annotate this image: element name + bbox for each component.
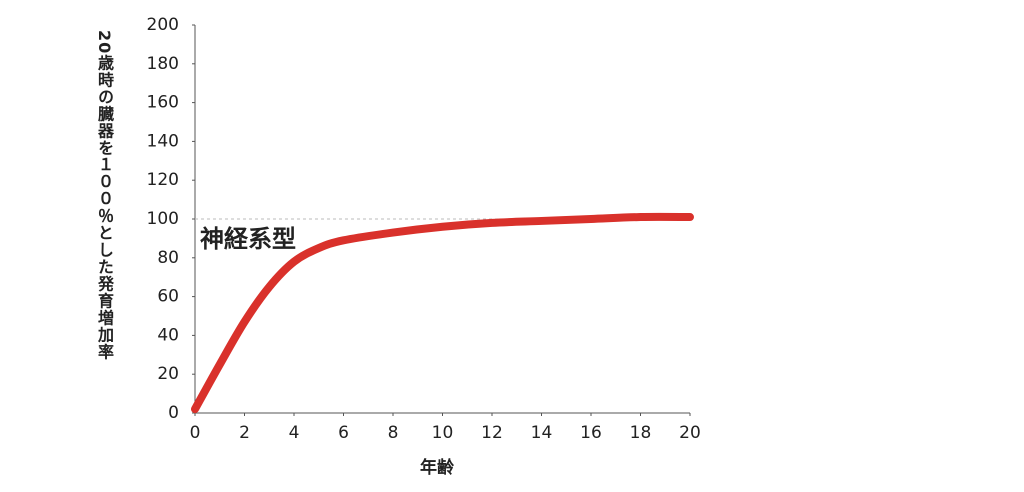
y-tick-label: 200 (147, 15, 179, 35)
y-tick-label: 100 (147, 209, 179, 229)
y-tick-label: 140 (147, 131, 179, 151)
y-tick-label: 0 (168, 403, 179, 423)
line (191, 212, 694, 414)
y-tick-label: 160 (147, 93, 179, 113)
x-tick-label: 16 (580, 423, 602, 443)
x-tick-label: 2 (239, 423, 250, 443)
x-tick-label: 4 (289, 423, 300, 443)
y-tick-label: 40 (157, 325, 179, 345)
x-tick-label: 20 (679, 423, 701, 443)
series-label: 神経系型 (200, 225, 296, 253)
x-tick-label: 12 (481, 423, 503, 443)
x-tick-label: 6 (338, 423, 349, 443)
x-tick-label: 10 (432, 423, 454, 443)
y-axis-label: 20歳時の臓器を１００％とした発育増加率 (95, 30, 114, 361)
x-tick-label: 18 (630, 423, 652, 443)
x-tick-label: 8 (388, 423, 399, 443)
x-tick-label: 14 (531, 423, 553, 443)
y-tick-label: 120 (147, 170, 179, 190)
y-tick-label: 180 (147, 54, 179, 74)
x-tick-label: 0 (190, 423, 201, 443)
y-tick-label: 80 (157, 248, 179, 268)
x-axis-label: 年齢 (420, 457, 455, 478)
y-tick-label: 60 (157, 287, 179, 307)
y-tick-label: 20 (157, 364, 179, 384)
